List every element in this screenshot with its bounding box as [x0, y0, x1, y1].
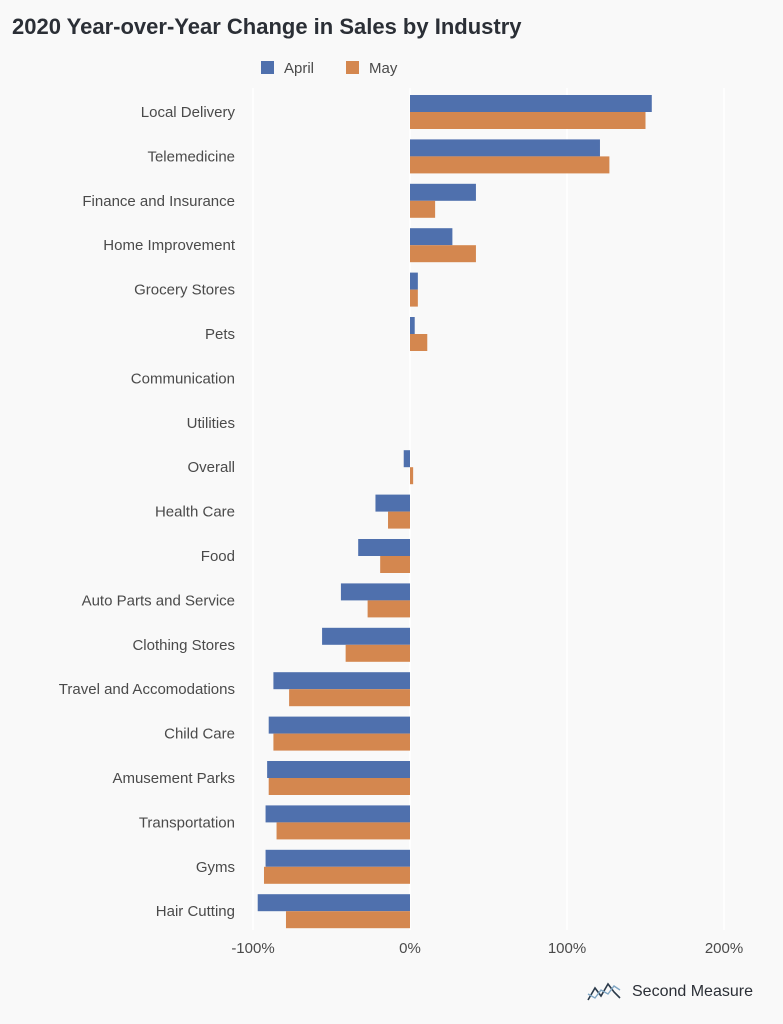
legend-label-may: May: [369, 60, 398, 77]
bar-may: [285, 911, 410, 929]
bar-april: [268, 716, 410, 734]
second-measure-logo-icon: [587, 982, 621, 1001]
bar-april: [410, 228, 453, 246]
category-label: Clothing Stores: [132, 637, 235, 654]
legend: April May: [261, 60, 398, 77]
bar-april: [322, 627, 410, 645]
category-label: Telemedicine: [147, 148, 235, 165]
bar-may: [410, 289, 418, 307]
category-label: Local Delivery: [141, 104, 236, 121]
bar-may: [388, 511, 410, 529]
bar-may: [273, 733, 410, 751]
category-label: Transportation: [139, 814, 235, 831]
bar-april: [410, 317, 415, 334]
bar-may: [410, 200, 436, 218]
bar-april: [257, 894, 410, 912]
category-label: Health Care: [155, 504, 235, 521]
legend-swatch-may: [346, 61, 359, 74]
category-label: Hair Cutting: [156, 903, 235, 920]
x-tick-label: 100%: [548, 940, 586, 957]
grid-lines: [252, 88, 725, 930]
legend-label-april: April: [284, 60, 314, 77]
bar-may: [410, 334, 428, 351]
category-label: Finance and Insurance: [82, 193, 235, 210]
bar-april: [267, 761, 410, 778]
bar-april: [265, 849, 410, 867]
bar-april: [358, 539, 410, 556]
category-label: Food: [201, 548, 235, 565]
bar-may: [345, 644, 410, 662]
bar-april: [375, 494, 410, 512]
bar-may: [276, 822, 410, 840]
x-tick-label: 0%: [399, 940, 421, 957]
x-axis-ticks: -100% 0% 100% 200%: [231, 940, 743, 957]
category-label: Amusement Parks: [112, 770, 235, 787]
bar-april: [410, 95, 652, 112]
bar-may: [410, 245, 476, 263]
bar-may: [410, 156, 610, 174]
brand-name: Second Measure: [632, 983, 753, 1000]
bar-may: [268, 778, 410, 795]
bar-may: [263, 866, 410, 884]
bar-may: [289, 689, 410, 707]
bar-may: [410, 112, 646, 129]
category-label: Communication: [131, 370, 235, 387]
category-label: Pets: [205, 326, 235, 343]
category-label: Child Care: [164, 726, 235, 743]
bar-april: [410, 139, 600, 157]
bar-april: [410, 272, 418, 290]
category-label: Overall: [187, 459, 235, 476]
bar-april: [273, 672, 410, 690]
category-label: Grocery Stores: [134, 282, 235, 299]
legend-swatch-april: [261, 61, 274, 74]
category-label: Travel and Accomodations: [59, 681, 235, 698]
category-label: Auto Parts and Service: [82, 592, 235, 609]
x-tick-label: -100%: [231, 940, 274, 957]
bar-may: [410, 467, 414, 485]
category-label: Gyms: [196, 859, 235, 876]
bar-may: [380, 556, 410, 573]
category-label: Home Improvement: [103, 237, 236, 254]
bar-april: [403, 450, 410, 468]
bar-april: [410, 183, 476, 201]
chart-title: 2020 Year-over-Year Change in Sales by I…: [12, 14, 522, 39]
bars: [257, 95, 652, 929]
bar-may: [367, 600, 410, 618]
bar-april: [340, 583, 410, 601]
brand-logo: Second Measure: [586, 980, 753, 1004]
x-tick-label: 200%: [705, 940, 743, 957]
bar-april: [265, 805, 410, 823]
category-label: Utilities: [187, 415, 235, 432]
category-labels: Local Delivery Telemedicine Finance and In…: [59, 104, 236, 920]
